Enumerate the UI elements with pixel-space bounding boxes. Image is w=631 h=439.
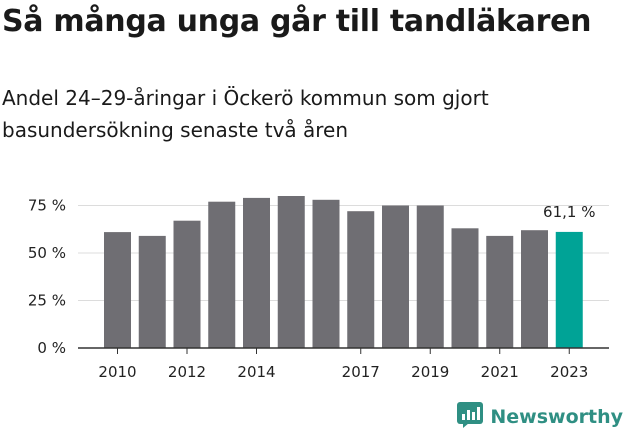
y-axis-labels: 0 % 25 % 50 % 75 % bbox=[28, 197, 66, 358]
bar-2013 bbox=[208, 201, 236, 348]
chart-title: Så många unga går till tandläkaren bbox=[2, 4, 592, 39]
x-tick-label: 2012 bbox=[168, 363, 206, 381]
y-tick-label: 75 % bbox=[28, 197, 66, 215]
bars bbox=[104, 196, 583, 348]
bar-2012 bbox=[173, 220, 201, 348]
chart-subtitle: Andel 24–29-åringar i Öckerö kommun som … bbox=[2, 86, 489, 142]
newsworthy-logo-icon bbox=[456, 401, 484, 433]
bar-2017 bbox=[347, 211, 375, 348]
y-tick-label: 25 % bbox=[28, 292, 66, 310]
x-tick-label: 2014 bbox=[237, 363, 275, 381]
x-tick-label: 2017 bbox=[342, 363, 380, 381]
highlight-value-label: 61,1 % bbox=[543, 203, 595, 221]
bar-2016 bbox=[312, 199, 340, 348]
data-labels: 61,1 % bbox=[543, 203, 595, 221]
bar-2011 bbox=[138, 235, 166, 348]
bar-2014 bbox=[243, 197, 270, 348]
y-tick-label: 0 % bbox=[37, 339, 66, 357]
bar-2018 bbox=[382, 205, 409, 348]
bar-2023 bbox=[555, 231, 583, 348]
bar-2020 bbox=[451, 228, 479, 348]
brand-name: Newsworthy bbox=[490, 406, 623, 428]
bar-2021 bbox=[486, 235, 514, 348]
bar-2022 bbox=[521, 230, 548, 348]
bar-chart: 0 % 25 % 50 % 75 % 2010 2012 2014 2017 2019 2021… bbox=[28, 196, 609, 381]
y-tick-label: 50 % bbox=[28, 244, 66, 262]
brand-logo: Newsworthy bbox=[456, 401, 623, 433]
x-tick-label: 2023 bbox=[550, 363, 588, 381]
x-tick-label: 2010 bbox=[98, 363, 136, 381]
bar-2015 bbox=[277, 196, 305, 348]
bar-2019 bbox=[416, 205, 444, 348]
gridlines bbox=[78, 205, 609, 301]
x-tick-label: 2019 bbox=[411, 363, 449, 381]
x-axis: 2010 2012 2014 2017 2019 2021 2023 bbox=[78, 347, 609, 381]
bar-2010 bbox=[104, 232, 131, 348]
x-tick-label: 2021 bbox=[481, 363, 519, 381]
